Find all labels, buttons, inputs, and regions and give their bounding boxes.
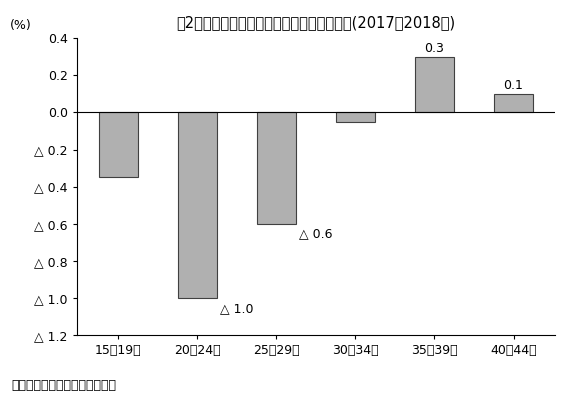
Bar — [99, 112, 138, 177]
Text: △ 1.0: △ 1.0 — [219, 302, 253, 315]
Text: 0.3: 0.3 — [425, 42, 445, 55]
Title: 囲2　出生数の前年比に対する年齢別寄与度(2017～2018年): 囲2 出生数の前年比に対する年齢別寄与度(2017～2018年) — [176, 15, 455, 30]
Text: (%): (%) — [10, 19, 32, 32]
Bar — [178, 112, 217, 298]
Text: （出所）国立衛生統計センター: （出所）国立衛生統計センター — [11, 379, 116, 392]
Bar — [415, 57, 454, 112]
Bar — [256, 112, 296, 224]
Bar — [494, 94, 534, 112]
Bar — [336, 112, 375, 122]
Text: △ 0.6: △ 0.6 — [299, 228, 332, 240]
Text: 0.1: 0.1 — [503, 79, 523, 92]
